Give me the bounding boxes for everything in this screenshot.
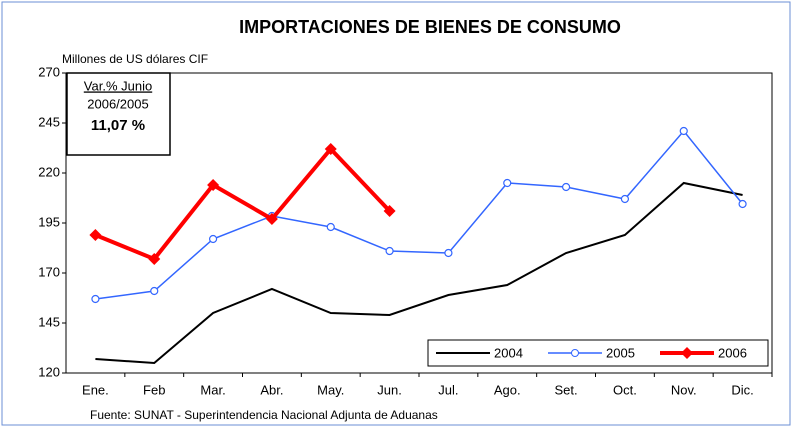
marker [326, 222, 335, 232]
marker [385, 246, 394, 256]
x-tick-label: Dic. [731, 382, 753, 397]
legend-marker [571, 349, 579, 357]
y-tick-label: 145 [38, 314, 60, 329]
x-tick-label: Nov. [671, 382, 697, 397]
y-axis-label: Millones de US dólares CIF [62, 52, 208, 66]
y-tick-label: 195 [38, 214, 60, 229]
marker [150, 286, 159, 296]
marker [561, 182, 571, 192]
marker [383, 205, 396, 217]
marker [324, 143, 337, 155]
marker [89, 229, 102, 241]
marker [679, 126, 688, 136]
y-tick-label: 170 [38, 264, 60, 279]
legend-label: 2004 [494, 345, 523, 360]
y-tick-label: 270 [38, 64, 60, 79]
x-tick-label: Abr. [260, 382, 283, 397]
y-tick-label: 120 [38, 364, 60, 379]
marker [207, 179, 220, 191]
legend-label: 2006 [718, 345, 747, 360]
plot-area [65, 72, 773, 374]
x-tick-label: May. [317, 382, 344, 397]
legend-label: 2005 [606, 345, 635, 360]
chart-title: IMPORTACIONES DE BIENES DE CONSUMO [239, 17, 621, 37]
marker [503, 178, 512, 188]
marker [91, 294, 100, 304]
x-tick-label: Oct. [613, 382, 637, 397]
annotation: Var.% Junio [84, 78, 152, 93]
annotation: 2006/2005 [87, 96, 148, 111]
marker [148, 253, 161, 265]
x-tick-label: Ene. [82, 382, 109, 397]
series-line [95, 181, 743, 365]
x-tick-label: Feb [143, 382, 165, 397]
marker [265, 213, 278, 225]
legend-marker [681, 347, 693, 359]
y-tick-label: 220 [38, 164, 60, 179]
y-tick-label: 245 [38, 114, 60, 129]
marker [620, 194, 630, 204]
marker [208, 234, 218, 244]
x-tick-label: Set. [555, 382, 578, 397]
marker [738, 199, 747, 209]
series-line [95, 129, 744, 300]
marker [444, 248, 453, 258]
frame [1, 1, 791, 426]
x-tick-label: Ago. [494, 382, 521, 397]
annotation: 11,07 % [91, 117, 145, 134]
x-tick-label: Jun. [377, 382, 402, 397]
series-line [94, 145, 392, 262]
x-tick-label: Jul. [438, 382, 458, 397]
source: Fuente: SUNAT - Superintendencia Naciona… [90, 408, 438, 422]
x-tick-label: Mar. [200, 382, 225, 397]
